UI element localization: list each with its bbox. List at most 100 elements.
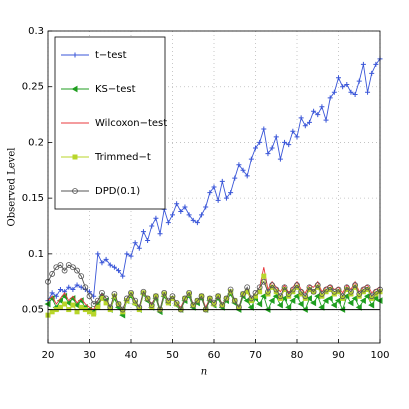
marker bbox=[99, 260, 105, 266]
marker bbox=[215, 197, 221, 203]
marker bbox=[240, 167, 246, 173]
marker bbox=[87, 309, 92, 315]
marker bbox=[269, 145, 275, 151]
marker bbox=[326, 295, 333, 302]
marker bbox=[186, 212, 192, 218]
marker bbox=[336, 75, 341, 81]
marker bbox=[182, 204, 188, 210]
legend-marker bbox=[72, 188, 78, 194]
marker bbox=[178, 209, 184, 215]
marker bbox=[268, 297, 275, 305]
marker bbox=[356, 291, 363, 297]
marker bbox=[252, 289, 259, 296]
marker bbox=[123, 295, 130, 302]
marker bbox=[265, 288, 271, 295]
marker bbox=[144, 295, 151, 302]
marker bbox=[285, 291, 292, 297]
y-tick-label: 0.05 bbox=[22, 305, 44, 316]
legend-label: t−test bbox=[95, 50, 127, 61]
marker bbox=[161, 289, 168, 296]
marker bbox=[152, 293, 159, 300]
marker bbox=[310, 288, 317, 295]
marker bbox=[228, 190, 234, 196]
marker bbox=[70, 302, 76, 308]
marker bbox=[145, 237, 151, 243]
marker bbox=[369, 70, 375, 76]
marker bbox=[199, 212, 205, 218]
marker bbox=[128, 253, 134, 259]
marker bbox=[49, 309, 55, 315]
marker bbox=[340, 84, 346, 90]
marker bbox=[91, 311, 97, 317]
marker bbox=[74, 309, 80, 315]
marker bbox=[368, 293, 375, 300]
marker bbox=[298, 115, 304, 121]
marker bbox=[157, 231, 163, 237]
marker bbox=[94, 297, 101, 304]
x-tick-label: 40 bbox=[125, 350, 138, 361]
marker bbox=[227, 286, 234, 293]
marker bbox=[203, 204, 209, 210]
marker bbox=[182, 295, 188, 302]
marker bbox=[285, 303, 292, 311]
marker bbox=[290, 128, 296, 134]
marker bbox=[190, 302, 197, 309]
marker bbox=[248, 295, 255, 302]
marker bbox=[265, 151, 271, 157]
marker bbox=[261, 273, 267, 279]
x-tick-label: 70 bbox=[249, 350, 262, 361]
marker bbox=[360, 61, 366, 67]
marker bbox=[318, 291, 325, 297]
marker bbox=[352, 282, 359, 288]
marker bbox=[74, 282, 80, 288]
marker bbox=[372, 295, 379, 302]
marker bbox=[78, 273, 85, 280]
marker bbox=[294, 282, 300, 288]
marker bbox=[49, 290, 55, 296]
marker bbox=[215, 293, 222, 300]
x-tick-label: 90 bbox=[332, 350, 345, 361]
marker bbox=[297, 300, 304, 308]
marker bbox=[323, 117, 329, 123]
marker bbox=[277, 156, 283, 162]
marker bbox=[286, 142, 292, 148]
marker bbox=[70, 287, 76, 293]
marker bbox=[82, 284, 89, 291]
marker bbox=[276, 301, 283, 309]
marker bbox=[331, 89, 337, 95]
marker bbox=[116, 268, 122, 274]
y-tick-label: 0.2 bbox=[28, 137, 44, 148]
marker bbox=[368, 301, 375, 309]
marker bbox=[373, 61, 379, 67]
x-axis-label: n bbox=[201, 367, 207, 378]
marker bbox=[327, 284, 334, 291]
marker bbox=[140, 288, 147, 295]
marker bbox=[211, 299, 217, 306]
marker bbox=[136, 245, 142, 251]
marker bbox=[232, 175, 238, 181]
marker bbox=[186, 289, 193, 296]
marker bbox=[314, 282, 321, 288]
marker bbox=[348, 89, 354, 95]
marker bbox=[260, 278, 267, 285]
marker bbox=[253, 145, 258, 151]
marker bbox=[57, 262, 64, 268]
marker bbox=[219, 302, 226, 309]
marker bbox=[298, 288, 305, 295]
marker bbox=[306, 119, 312, 125]
marker bbox=[256, 284, 263, 291]
marker bbox=[107, 262, 113, 268]
marker bbox=[257, 139, 263, 145]
marker bbox=[305, 295, 312, 302]
marker bbox=[273, 134, 279, 140]
marker bbox=[95, 304, 101, 310]
marker bbox=[289, 297, 296, 305]
x-tick-label: 100 bbox=[370, 350, 389, 361]
marker bbox=[273, 286, 280, 293]
marker bbox=[355, 303, 362, 311]
marker bbox=[289, 286, 296, 293]
x-tick-label: 50 bbox=[166, 350, 179, 361]
y-tick-label: 0.3 bbox=[28, 26, 44, 37]
marker bbox=[66, 284, 72, 290]
marker bbox=[236, 162, 242, 168]
